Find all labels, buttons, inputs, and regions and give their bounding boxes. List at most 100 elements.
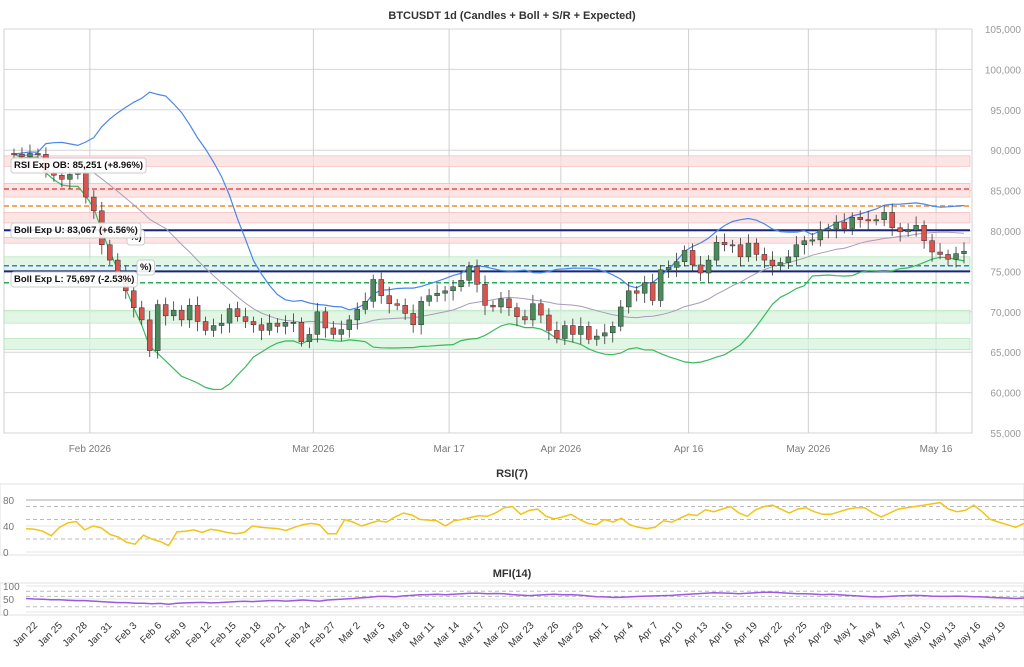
candle-body	[761, 254, 768, 261]
candle-body	[234, 308, 241, 317]
candle-body	[218, 322, 225, 326]
candle-body	[298, 322, 305, 342]
price-tick-label: 70,000	[990, 308, 1021, 319]
candle-body	[753, 242, 760, 255]
candle-body	[250, 321, 257, 325]
rsi-tick-label: 80	[3, 496, 15, 507]
candle-body	[35, 153, 41, 155]
candle-body	[202, 321, 209, 331]
candle-body	[402, 305, 408, 314]
mfi-panel-title: MFI(14)	[493, 568, 532, 580]
boll-middle-band	[13, 153, 965, 326]
price-tick-label: 105,000	[985, 25, 1022, 36]
candle-body	[426, 295, 432, 302]
rsi-line	[25, 501, 1024, 547]
candle-body	[721, 242, 728, 245]
date-tick-label: Feb 2026	[69, 444, 112, 455]
candle-body	[538, 303, 544, 316]
candle-body	[474, 266, 480, 285]
candle-body	[562, 325, 568, 339]
candle-body	[913, 225, 919, 231]
candle-body	[91, 196, 97, 212]
candle-body	[889, 212, 895, 229]
support-zone	[3, 338, 971, 351]
candle-body	[274, 322, 281, 327]
rsi-panel-title: RSI(7)	[496, 468, 528, 480]
date-tick-label: May 2026	[786, 444, 830, 455]
date-tick-label: Apr 16	[674, 444, 704, 455]
candle-body	[649, 282, 656, 301]
candle-body	[697, 264, 704, 274]
candle-body	[657, 269, 664, 301]
chart-title: BTCUSDT 1d (Candles + Boll + S/R + Expec…	[388, 10, 636, 22]
candle-body	[242, 316, 249, 322]
price-tick-label: 55,000	[990, 429, 1021, 440]
candle-body	[131, 290, 137, 309]
candle-body	[729, 244, 736, 247]
candle-body	[833, 221, 839, 229]
mfi-tick-label: 0	[3, 608, 9, 619]
resistance-zone	[3, 183, 971, 198]
candle-body	[921, 225, 927, 241]
candle-body	[226, 308, 233, 324]
candle-body	[410, 313, 416, 325]
date-tick-label: Mar 17	[434, 444, 466, 455]
annotation-rsi-exp-ob-box	[10, 157, 147, 174]
candle-body	[825, 228, 832, 231]
candle-body	[610, 326, 616, 334]
candle-body	[434, 292, 440, 296]
candle-body	[258, 324, 265, 331]
candle-body	[59, 174, 65, 180]
date-tick-label: May 16	[920, 444, 953, 455]
candle-body	[801, 240, 808, 245]
candle-body	[466, 266, 472, 281]
candle-body	[689, 250, 696, 266]
candle-body	[737, 244, 744, 258]
mfi-line	[25, 591, 1024, 605]
candle-body	[641, 282, 648, 294]
resistance-zone	[3, 155, 971, 167]
candle-body	[785, 256, 792, 263]
price-tick-label: 60,000	[990, 389, 1021, 400]
annotation-boll-exp-upper-box	[10, 222, 142, 239]
candle-body	[681, 250, 688, 262]
candle-body	[929, 240, 935, 253]
annotation-boll-exp-lower-box	[10, 271, 138, 288]
boll-lower-band	[13, 153, 965, 391]
candle-body	[769, 259, 776, 266]
candle-body	[937, 251, 943, 255]
candle-body	[370, 279, 376, 302]
candle-body	[346, 319, 353, 330]
candle-body	[11, 153, 17, 155]
candle-body	[394, 303, 400, 306]
candle-body	[330, 327, 337, 335]
mfi-tick-label: 50	[3, 595, 15, 606]
candle-body	[665, 267, 672, 271]
annotation-boll-exp-upper: Boll Exp U: 83,067 (+6.56%)	[14, 225, 138, 236]
boll-upper-band	[13, 91, 965, 311]
candle-body	[186, 305, 193, 321]
candle-body	[953, 253, 959, 260]
price-tick-label: 75,000	[990, 267, 1021, 278]
candle-body	[570, 325, 576, 335]
candle-body	[490, 305, 496, 308]
candle-body	[602, 332, 608, 337]
candle-body	[162, 304, 169, 317]
candle-body	[793, 244, 800, 258]
candle-body	[865, 219, 871, 222]
price-tick-label: 80,000	[990, 227, 1021, 238]
candle-body	[146, 319, 153, 351]
candle-body	[586, 326, 592, 340]
rsi-tick-label: 40	[3, 522, 15, 533]
candle-body	[442, 290, 448, 294]
candle-body	[578, 326, 584, 335]
candle-body	[306, 334, 313, 342]
annotation-overlap-box	[136, 259, 156, 276]
price-tick-label: 65,000	[990, 348, 1021, 359]
price-tick-label: 95,000	[990, 106, 1021, 117]
candle-body	[506, 298, 512, 309]
date-tick-label: Mar 2026	[292, 444, 335, 455]
candle-body	[713, 242, 720, 261]
